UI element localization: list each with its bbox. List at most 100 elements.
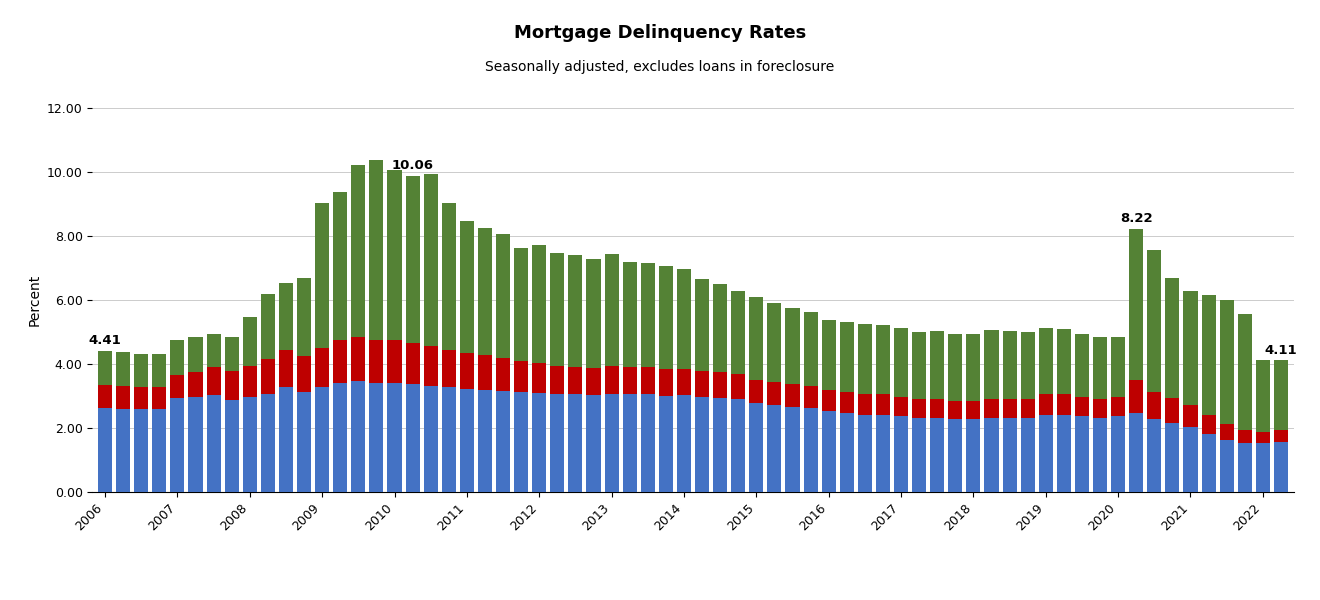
Bar xyxy=(569,254,582,367)
Bar xyxy=(297,356,312,392)
Bar xyxy=(894,397,908,416)
Bar xyxy=(442,203,455,350)
Bar xyxy=(351,381,366,492)
Bar xyxy=(116,352,131,386)
Bar xyxy=(912,332,927,398)
Bar xyxy=(478,389,492,492)
Bar xyxy=(1147,250,1162,392)
Bar xyxy=(424,174,438,346)
Bar xyxy=(315,388,329,492)
Bar xyxy=(821,320,836,390)
Bar xyxy=(333,383,347,492)
Bar xyxy=(1057,329,1071,394)
Bar xyxy=(261,359,275,394)
Bar xyxy=(496,234,510,358)
Bar xyxy=(261,394,275,492)
Bar xyxy=(532,363,546,393)
Bar xyxy=(1057,415,1071,492)
Bar xyxy=(351,337,366,381)
Bar xyxy=(985,418,998,492)
Bar xyxy=(1039,394,1053,415)
Bar xyxy=(550,253,565,365)
Bar xyxy=(152,409,166,492)
Text: Seasonally adjusted, excludes loans in foreclosure: Seasonally adjusted, excludes loans in f… xyxy=(486,60,834,74)
Bar xyxy=(116,409,131,492)
Bar xyxy=(370,340,384,383)
Bar xyxy=(840,322,854,392)
Bar xyxy=(152,387,166,409)
Bar xyxy=(696,279,709,371)
Bar xyxy=(1002,331,1016,398)
Bar xyxy=(1093,337,1107,399)
Bar xyxy=(513,392,528,492)
Bar xyxy=(767,303,781,382)
Bar xyxy=(840,413,854,492)
Bar xyxy=(912,418,927,492)
Bar xyxy=(1093,399,1107,418)
Bar xyxy=(297,278,312,356)
Bar xyxy=(1147,392,1162,419)
Bar xyxy=(696,397,709,492)
Bar xyxy=(1166,398,1180,422)
Bar xyxy=(170,398,185,492)
Bar xyxy=(948,401,962,419)
Bar xyxy=(532,245,546,363)
Bar xyxy=(677,269,690,369)
Bar xyxy=(315,203,329,348)
Bar xyxy=(1111,337,1125,397)
Bar xyxy=(224,400,239,492)
Bar xyxy=(135,354,148,387)
Bar xyxy=(478,228,492,355)
Bar xyxy=(840,392,854,413)
Bar xyxy=(206,395,220,492)
Bar xyxy=(1238,314,1251,430)
Bar xyxy=(442,388,455,492)
Bar xyxy=(1039,328,1053,394)
Bar xyxy=(659,266,673,370)
Bar xyxy=(261,294,275,359)
Bar xyxy=(98,385,112,409)
Bar xyxy=(785,308,800,384)
Bar xyxy=(713,284,727,372)
Bar xyxy=(876,394,890,415)
Bar xyxy=(1166,278,1180,398)
Bar xyxy=(605,254,619,365)
Bar xyxy=(912,398,927,418)
Bar xyxy=(931,331,944,399)
Bar xyxy=(1002,398,1016,418)
Bar xyxy=(189,397,202,492)
Bar xyxy=(931,399,944,418)
Bar xyxy=(388,340,401,383)
Bar xyxy=(1238,430,1251,443)
Bar xyxy=(966,419,981,492)
Bar xyxy=(894,416,908,492)
Bar xyxy=(731,291,746,374)
Bar xyxy=(731,374,746,398)
Bar xyxy=(1129,229,1143,380)
Bar xyxy=(1020,399,1035,418)
Bar xyxy=(1074,416,1089,492)
Bar xyxy=(297,392,312,492)
Bar xyxy=(586,395,601,492)
Bar xyxy=(821,412,836,492)
Bar xyxy=(948,334,962,401)
Bar xyxy=(1129,380,1143,413)
Bar xyxy=(659,396,673,492)
Bar xyxy=(876,325,890,394)
Bar xyxy=(98,409,112,492)
Bar xyxy=(1111,416,1125,492)
Bar xyxy=(623,367,636,394)
Bar xyxy=(858,324,873,394)
Bar xyxy=(677,395,690,492)
Bar xyxy=(424,386,438,492)
Bar xyxy=(713,398,727,492)
Bar xyxy=(966,401,981,419)
Bar xyxy=(767,405,781,492)
Bar xyxy=(696,371,709,397)
Bar xyxy=(804,312,817,386)
Bar xyxy=(640,394,655,492)
Bar xyxy=(206,334,220,367)
Bar xyxy=(1255,432,1270,443)
Bar xyxy=(1184,292,1197,405)
Bar xyxy=(1166,422,1180,492)
